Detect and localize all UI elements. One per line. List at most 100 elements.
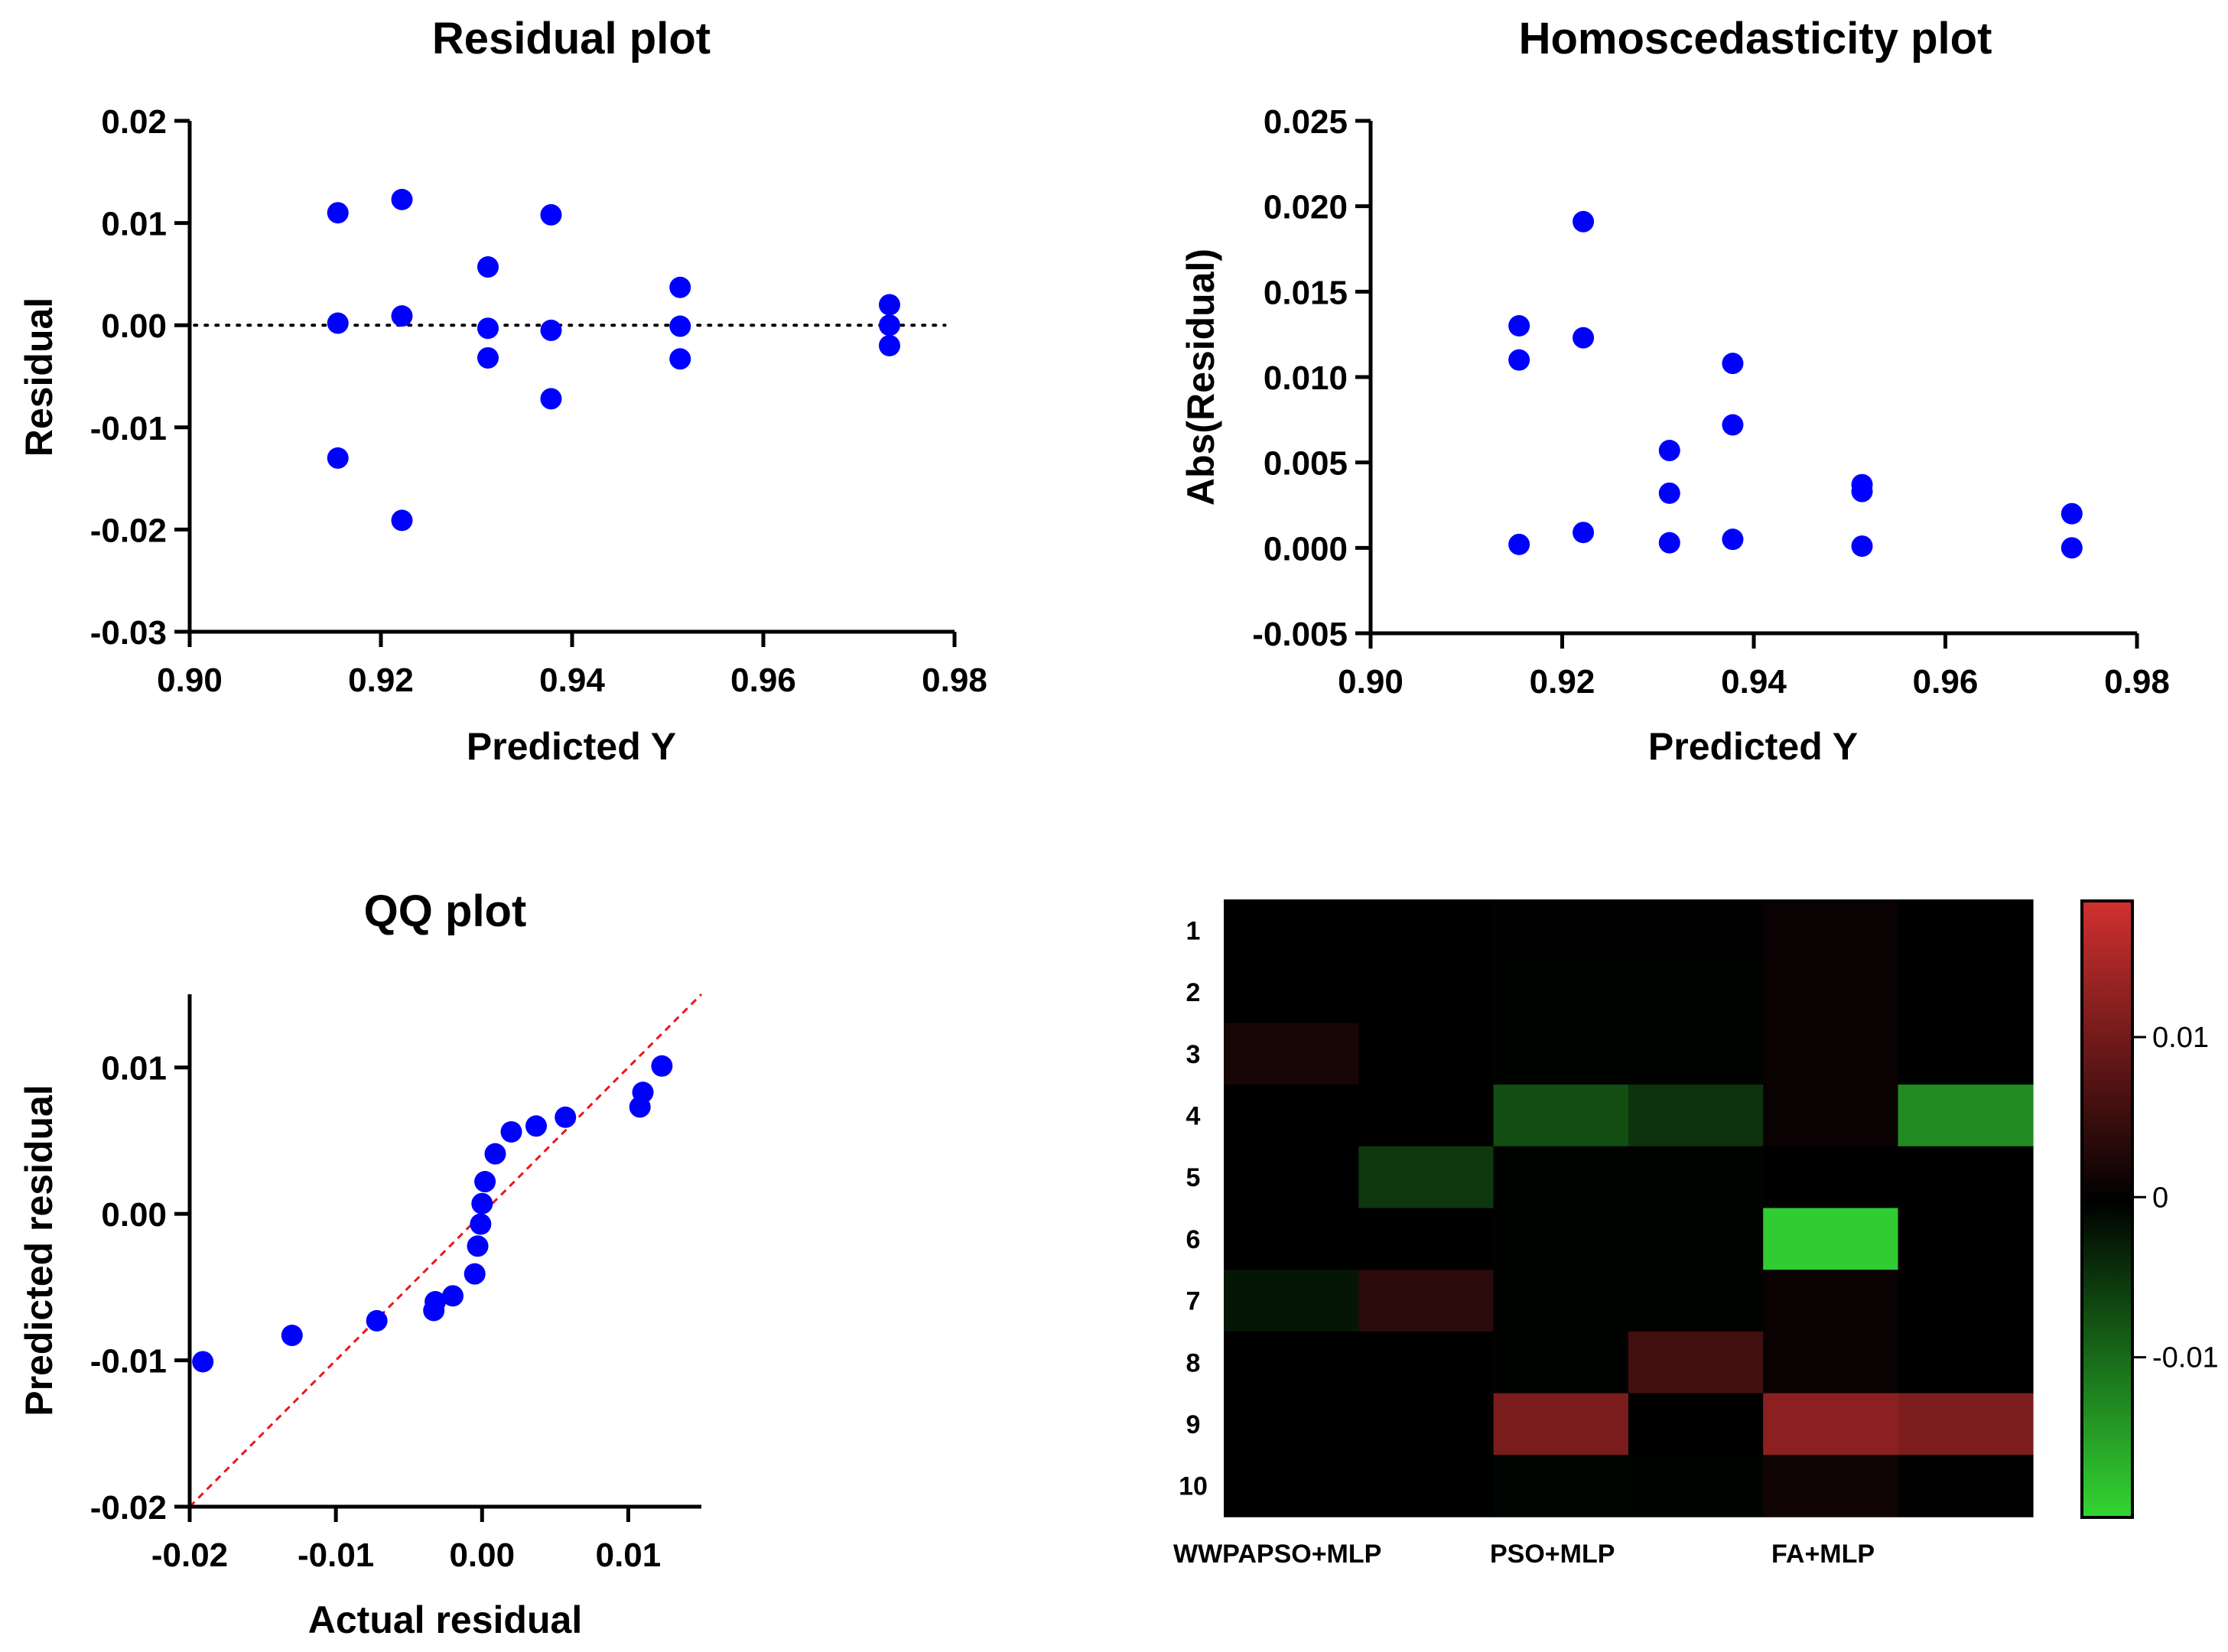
x-tick-label: 0.96	[730, 662, 796, 699]
data-point	[540, 388, 562, 410]
heatmap-cell	[1358, 1331, 1495, 1394]
data-point	[391, 509, 413, 532]
data-point	[442, 1285, 464, 1307]
data-point	[540, 203, 562, 226]
data-point	[1508, 349, 1530, 371]
x-tick-label: 0.92	[348, 662, 414, 699]
data-point	[1508, 315, 1530, 337]
heatmap-cell	[1763, 1023, 1899, 1085]
heatmap-cell	[1628, 1023, 1764, 1085]
heatmap-row-label: 2	[1186, 978, 1201, 1007]
heatmap-row-labels: 1 2 3 4 5 6 7 8 9 10	[1179, 916, 1208, 1501]
residual-plot-x-label: Predicted Y	[467, 725, 676, 768]
data-point	[366, 1309, 388, 1332]
colorbar-tick-label: 0.01	[2152, 1022, 2209, 1054]
y-tick-label: -0.005	[1252, 616, 1348, 653]
heatmap-panel: 1 2 3 4 5 6 7 8 9 10 WWPAPSO+MLP PSO+MLP FA+MLP 0.0…	[1173, 899, 2219, 1569]
y-tick-label: 0.005	[1264, 445, 1348, 483]
data-point	[879, 314, 900, 337]
data-points	[192, 1055, 673, 1373]
identity-reference-line	[188, 993, 703, 1508]
heatmap-cell	[1763, 1455, 1899, 1517]
data-point	[484, 1143, 506, 1165]
data-point	[281, 1325, 303, 1347]
y-tick-label: 0.00	[101, 1196, 167, 1234]
colorbar-ticks: 0.01 0 -0.01	[2132, 1022, 2219, 1374]
data-point	[327, 202, 349, 224]
heatmap-cell	[1493, 899, 1629, 962]
data-point	[879, 294, 900, 316]
data-point	[1658, 440, 1680, 462]
heatmap-cell	[1493, 1085, 1629, 1147]
y-tick-label: 0.020	[1264, 189, 1348, 226]
colorbar-tick-label: 0	[2152, 1182, 2168, 1214]
heatmap-row-label: 4	[1186, 1101, 1201, 1130]
axis-ticks: -0.02 -0.01 0.00 0.01 -0.02 -0.01 0.00 0.01	[90, 1050, 662, 1574]
data-point	[477, 346, 499, 369]
heatmap-cell	[1493, 1023, 1629, 1085]
data-point	[1508, 533, 1530, 555]
data-point	[327, 312, 349, 334]
data-point	[669, 276, 691, 298]
heatmap-cell	[1493, 1208, 1629, 1270]
y-tick-label: -0.02	[90, 1489, 167, 1527]
heatmap-column-label: FA+MLP	[1771, 1540, 1875, 1569]
data-points	[327, 188, 900, 532]
y-tick-label: 0.010	[1264, 359, 1348, 397]
heatmap-cell	[1898, 1270, 2034, 1332]
data-point	[525, 1115, 548, 1137]
axis-ticks: 0.90 0.92 0.94 0.96 0.98 -0.03 -0.02 -0.01 0.00 0…	[90, 103, 987, 699]
data-point	[477, 256, 499, 278]
residual-plot-title: Residual plot	[432, 14, 711, 63]
heatmap-cell	[1628, 899, 1764, 962]
heatmap-cell	[1898, 961, 2034, 1024]
x-tick-label: 0.98	[922, 662, 987, 699]
y-tick-label: 0.02	[101, 103, 167, 141]
heatmap-cell	[1358, 1208, 1495, 1270]
heatmap-cell	[1224, 1146, 1360, 1209]
y-tick-label: -0.01	[90, 410, 167, 447]
heatmap-cell	[1628, 1085, 1764, 1147]
heatmap-column-labels: WWPAPSO+MLP PSO+MLP FA+MLP	[1173, 1540, 1875, 1569]
data-point	[474, 1171, 496, 1193]
homoscedasticity-plot-panel: Homoscedasticity plot Predicted Y Abs(Re…	[1179, 14, 2170, 768]
heatmap-cell	[1358, 1146, 1495, 1209]
heatmap-row-label: 9	[1186, 1410, 1201, 1439]
heatmap-cell	[1628, 1146, 1764, 1209]
x-tick-label: 0.94	[539, 662, 605, 699]
data-point	[1722, 528, 1744, 551]
heatmap-cell	[1224, 1270, 1360, 1332]
data-point	[1722, 353, 1744, 375]
data-point	[2060, 537, 2083, 559]
heatmap-cell	[1898, 1085, 2034, 1147]
heatmap-cell	[1763, 1393, 1899, 1456]
heatmap-cell	[1763, 961, 1899, 1024]
x-tick-label: 0.96	[1913, 663, 1979, 701]
x-tick-label: -0.02	[151, 1537, 228, 1574]
data-point	[470, 1213, 492, 1235]
data-point	[327, 447, 349, 469]
heatmap-cell	[1358, 961, 1495, 1024]
x-tick-label: 0.00	[449, 1537, 515, 1574]
heatmap-cell	[1628, 1393, 1764, 1456]
data-point	[1573, 210, 1595, 233]
heatmap-cell	[1493, 1393, 1629, 1456]
qq-plot-x-label: Actual residual	[308, 1598, 582, 1641]
x-tick-label: 0.90	[1338, 663, 1403, 701]
heatmap-cell	[1224, 1455, 1360, 1517]
heatmap-row-label: 6	[1186, 1225, 1201, 1254]
y-tick-label: 0.01	[101, 1050, 167, 1088]
heatmap-cell	[1628, 961, 1764, 1024]
qq-plot-title: QQ plot	[364, 886, 527, 936]
data-point	[632, 1081, 654, 1104]
data-point	[651, 1055, 673, 1077]
data-point	[1851, 480, 1873, 502]
heatmap-row-label: 10	[1179, 1472, 1208, 1501]
data-point	[879, 334, 900, 356]
qq-plot-panel: QQ plot Actual residual Predicted residu…	[18, 886, 703, 1641]
data-point	[471, 1192, 493, 1215]
heatmap-cell	[1898, 1208, 2034, 1270]
heatmap-cell	[1358, 1455, 1495, 1517]
data-point	[669, 315, 691, 337]
heatmap-row-label: 1	[1186, 916, 1201, 945]
